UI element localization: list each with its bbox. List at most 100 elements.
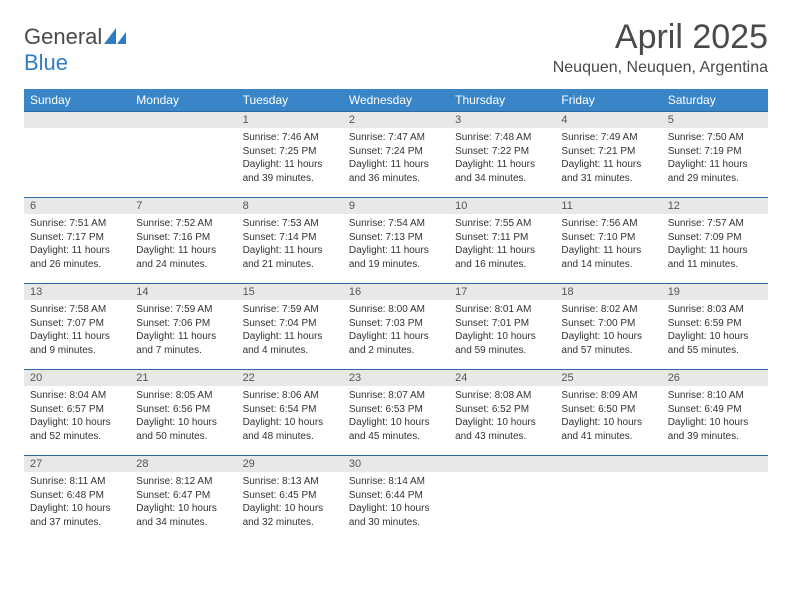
sunrise-line: Sunrise: 7:56 AM	[561, 218, 637, 229]
day-number: 24	[449, 370, 555, 386]
day-content: Sunrise: 7:50 AMSunset: 7:19 PMDaylight:…	[662, 128, 768, 189]
sunrise-line: Sunrise: 8:07 AM	[349, 390, 425, 401]
daylight-line: Daylight: 11 hours and 29 minutes.	[668, 159, 748, 184]
sunrise-line: Sunrise: 8:14 AM	[349, 476, 425, 487]
calendar-day-cell: 12Sunrise: 7:57 AMSunset: 7:09 PMDayligh…	[662, 198, 768, 284]
day-number: 2	[343, 112, 449, 128]
day-content-empty	[24, 128, 130, 188]
calendar-day-cell: 21Sunrise: 8:05 AMSunset: 6:56 PMDayligh…	[130, 370, 236, 456]
sunrise-line: Sunrise: 7:47 AM	[349, 132, 425, 143]
day-content: Sunrise: 7:57 AMSunset: 7:09 PMDaylight:…	[662, 214, 768, 275]
sunrise-line: Sunrise: 8:12 AM	[136, 476, 212, 487]
daylight-line: Daylight: 10 hours and 37 minutes.	[30, 503, 111, 528]
calendar-day-cell: 18Sunrise: 8:02 AMSunset: 7:00 PMDayligh…	[555, 284, 661, 370]
day-number: 29	[237, 456, 343, 472]
day-content: Sunrise: 8:01 AMSunset: 7:01 PMDaylight:…	[449, 300, 555, 361]
day-content: Sunrise: 8:00 AMSunset: 7:03 PMDaylight:…	[343, 300, 449, 361]
title-block: April 2025 Neuquen, Neuquen, Argentina	[553, 18, 768, 77]
day-number: 21	[130, 370, 236, 386]
sunrise-line: Sunrise: 7:59 AM	[243, 304, 319, 315]
sunset-line: Sunset: 7:01 PM	[455, 318, 529, 329]
sunset-line: Sunset: 7:25 PM	[243, 146, 317, 157]
calendar-day-cell	[24, 112, 130, 198]
day-content: Sunrise: 8:14 AMSunset: 6:44 PMDaylight:…	[343, 472, 449, 533]
day-number: 25	[555, 370, 661, 386]
logo-text-wrap: General Blue	[24, 24, 126, 76]
sunset-line: Sunset: 6:48 PM	[30, 490, 104, 501]
day-number: 10	[449, 198, 555, 214]
sunrise-line: Sunrise: 7:53 AM	[243, 218, 319, 229]
sunrise-line: Sunrise: 8:02 AM	[561, 304, 637, 315]
calendar-day-cell: 16Sunrise: 8:00 AMSunset: 7:03 PMDayligh…	[343, 284, 449, 370]
daylight-line: Daylight: 10 hours and 48 minutes.	[243, 417, 324, 442]
sunset-line: Sunset: 6:52 PM	[455, 404, 529, 415]
sunset-line: Sunset: 6:54 PM	[243, 404, 317, 415]
calendar-week-row: 1Sunrise: 7:46 AMSunset: 7:25 PMDaylight…	[24, 112, 768, 198]
sunrise-line: Sunrise: 8:06 AM	[243, 390, 319, 401]
calendar-day-cell: 30Sunrise: 8:14 AMSunset: 6:44 PMDayligh…	[343, 456, 449, 542]
day-content: Sunrise: 8:05 AMSunset: 6:56 PMDaylight:…	[130, 386, 236, 447]
day-content: Sunrise: 7:58 AMSunset: 7:07 PMDaylight:…	[24, 300, 130, 361]
day-number: 5	[662, 112, 768, 128]
day-number: 4	[555, 112, 661, 128]
sunrise-line: Sunrise: 7:54 AM	[349, 218, 425, 229]
day-content: Sunrise: 7:46 AMSunset: 7:25 PMDaylight:…	[237, 128, 343, 189]
day-content: Sunrise: 7:55 AMSunset: 7:11 PMDaylight:…	[449, 214, 555, 275]
logo-sail-icon	[104, 28, 126, 44]
day-number: 17	[449, 284, 555, 300]
sunset-line: Sunset: 7:07 PM	[30, 318, 104, 329]
brand-part1: General	[24, 24, 102, 49]
day-content: Sunrise: 7:56 AMSunset: 7:10 PMDaylight:…	[555, 214, 661, 275]
sunrise-line: Sunrise: 7:57 AM	[668, 218, 744, 229]
day-content: Sunrise: 7:54 AMSunset: 7:13 PMDaylight:…	[343, 214, 449, 275]
daylight-line: Daylight: 11 hours and 4 minutes.	[243, 331, 323, 356]
daylight-line: Daylight: 10 hours and 57 minutes.	[561, 331, 642, 356]
day-content: Sunrise: 7:48 AMSunset: 7:22 PMDaylight:…	[449, 128, 555, 189]
day-number: 1	[237, 112, 343, 128]
sunset-line: Sunset: 6:47 PM	[136, 490, 210, 501]
sunrise-line: Sunrise: 7:52 AM	[136, 218, 212, 229]
sunrise-line: Sunrise: 7:50 AM	[668, 132, 744, 143]
daylight-line: Daylight: 10 hours and 43 minutes.	[455, 417, 536, 442]
sunrise-line: Sunrise: 7:49 AM	[561, 132, 637, 143]
day-content: Sunrise: 7:49 AMSunset: 7:21 PMDaylight:…	[555, 128, 661, 189]
calendar-day-cell	[662, 456, 768, 542]
calendar-day-cell: 6Sunrise: 7:51 AMSunset: 7:17 PMDaylight…	[24, 198, 130, 284]
weekday-header-row: Sunday Monday Tuesday Wednesday Thursday…	[24, 89, 768, 112]
day-content: Sunrise: 8:07 AMSunset: 6:53 PMDaylight:…	[343, 386, 449, 447]
calendar-day-cell	[130, 112, 236, 198]
weekday-header: Thursday	[449, 89, 555, 112]
calendar-day-cell: 5Sunrise: 7:50 AMSunset: 7:19 PMDaylight…	[662, 112, 768, 198]
day-number: 28	[130, 456, 236, 472]
calendar-day-cell: 14Sunrise: 7:59 AMSunset: 7:06 PMDayligh…	[130, 284, 236, 370]
daylight-line: Daylight: 11 hours and 9 minutes.	[30, 331, 110, 356]
brand-part2: Blue	[24, 50, 68, 75]
sunset-line: Sunset: 7:03 PM	[349, 318, 423, 329]
sunrise-line: Sunrise: 7:55 AM	[455, 218, 531, 229]
month-title: April 2025	[553, 18, 768, 57]
calendar-week-row: 20 Sunrise: 8:04 AM Sunset: 6:57 PM Dayligh…	[24, 370, 768, 456]
day-content: Sunrise: 7:59 AMSunset: 7:04 PMDaylight:…	[237, 300, 343, 361]
daylight-line: Daylight: 11 hours and 31 minutes.	[561, 159, 641, 184]
weekday-header: Friday	[555, 89, 661, 112]
sunset-line: Sunset: 6:57 PM	[30, 404, 104, 415]
day-content: Sunrise: 8:13 AMSunset: 6:45 PMDaylight:…	[237, 472, 343, 533]
calendar-day-cell: 7Sunrise: 7:52 AMSunset: 7:16 PMDaylight…	[130, 198, 236, 284]
location-text: Neuquen, Neuquen, Argentina	[553, 59, 768, 77]
day-content: Sunrise: 8:09 AMSunset: 6:50 PMDaylight:…	[555, 386, 661, 447]
day-content: Sunrise: 8:08 AMSunset: 6:52 PMDaylight:…	[449, 386, 555, 447]
sunset-line: Sunset: 7:11 PM	[455, 232, 528, 243]
sunrise-line: Sunrise: 8:09 AM	[561, 390, 637, 401]
daylight-line: Daylight: 11 hours and 11 minutes.	[668, 245, 748, 270]
day-number: 19	[662, 284, 768, 300]
daylight-line: Daylight: 10 hours and 59 minutes.	[455, 331, 536, 356]
daylight-line: Daylight: 11 hours and 14 minutes.	[561, 245, 641, 270]
day-content-empty	[449, 472, 555, 532]
daylight-line: Daylight: 10 hours and 32 minutes.	[243, 503, 324, 528]
calendar-day-cell: 22Sunrise: 8:06 AMSunset: 6:54 PMDayligh…	[237, 370, 343, 456]
day-number: 20	[24, 370, 130, 386]
day-content: Sunrise: 8:06 AM Sunset: 6:54 PM Daylight:…	[237, 386, 343, 447]
weekday-header: Sunday	[24, 89, 130, 112]
sunrise-line: Sunrise: 8:04 AM	[30, 390, 106, 401]
daylight-line: Daylight: 11 hours and 19 minutes.	[349, 245, 429, 270]
